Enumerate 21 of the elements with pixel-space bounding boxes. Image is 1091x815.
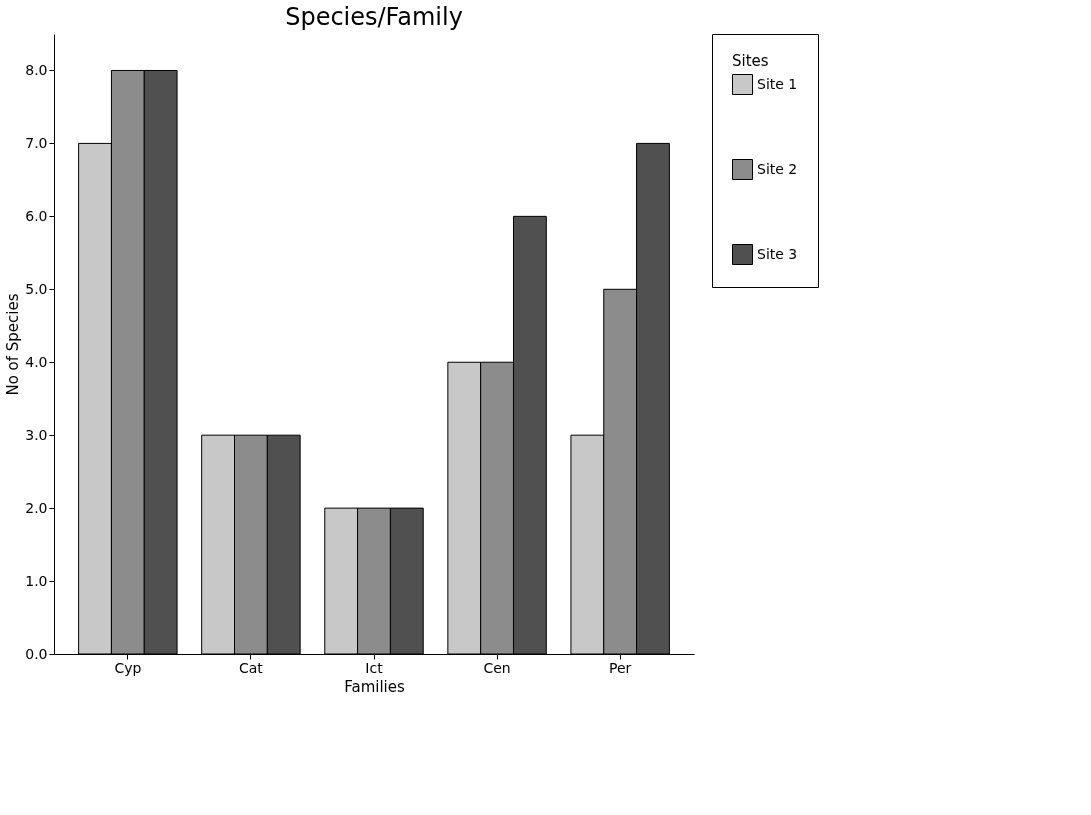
x-tick-label: Cyp — [114, 659, 142, 676]
x-tick-label: Per — [609, 659, 632, 676]
legend-label: Site 3 — [757, 245, 798, 262]
legend-label: Site 1 — [757, 75, 798, 92]
y-tick-label: 0.0 — [25, 645, 48, 662]
chart-title: Species/Family — [285, 2, 463, 31]
legend-label: Site 2 — [757, 160, 798, 177]
x-tick-label: Cen — [483, 659, 511, 676]
y-tick-label: 5.0 — [25, 280, 48, 297]
y-tick-label: 3.0 — [25, 426, 48, 443]
y-tick-label: 2.0 — [25, 499, 48, 516]
y-tick-label: 1.0 — [25, 572, 48, 589]
y-tick-label: 8.0 — [25, 61, 48, 78]
y-tick-label: 4.0 — [25, 353, 48, 370]
x-tick-label: Cat — [239, 659, 264, 676]
y-tick-label: 6.0 — [25, 207, 48, 224]
y-axis-title: No of Species — [4, 293, 23, 396]
legend-title: Sites — [732, 52, 769, 70]
x-tick-label: Ict — [365, 659, 384, 676]
x-axis-title: Families — [344, 677, 405, 696]
y-tick-label: 7.0 — [25, 134, 48, 151]
